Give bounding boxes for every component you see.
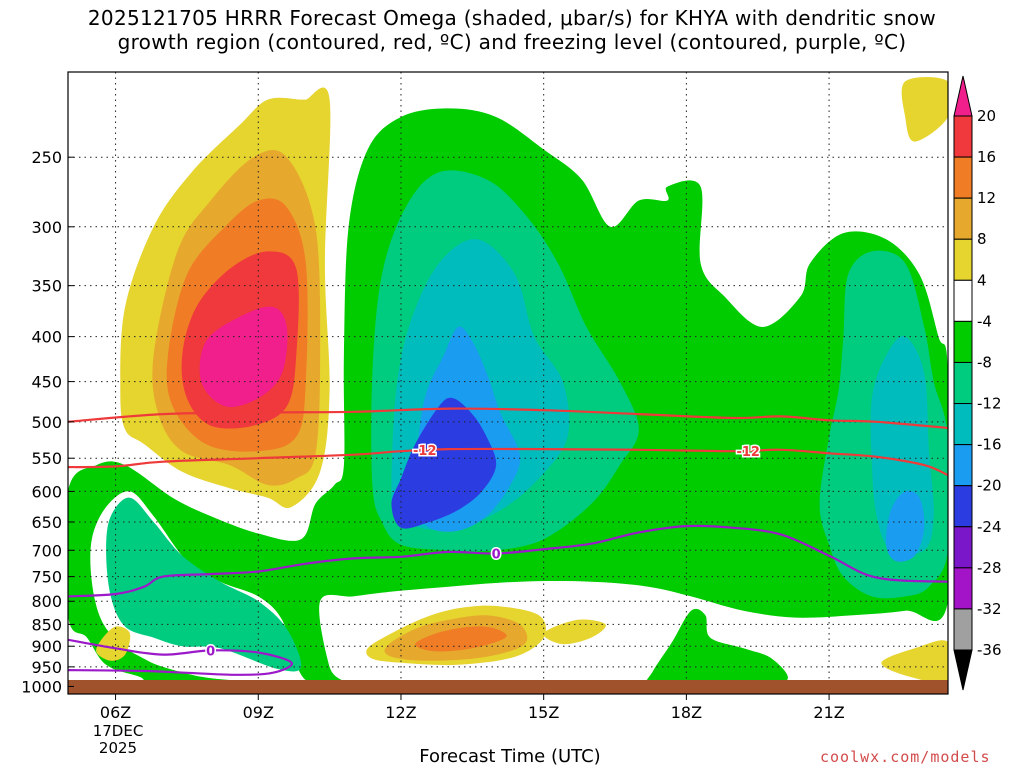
x-tick-label: 06Z bbox=[100, 703, 131, 722]
omega-region-neg-1 bbox=[646, 608, 788, 680]
contour-label: 0 bbox=[492, 548, 501, 563]
ground-bar bbox=[68, 680, 948, 694]
omega-region-pos-5 bbox=[901, 76, 948, 142]
colorbar-label: -4 bbox=[977, 312, 992, 330]
y-tick-label: 1000 bbox=[21, 677, 62, 696]
colorbar-label: 8 bbox=[977, 230, 987, 248]
colorbar-segment bbox=[953, 197, 973, 240]
y-tick-label: 350 bbox=[31, 277, 62, 296]
date-label-day: 17DEC bbox=[93, 722, 144, 740]
colorbar-label: -36 bbox=[977, 641, 1002, 659]
contour-line-0 bbox=[68, 407, 948, 429]
colorbar-label: -24 bbox=[977, 518, 1002, 536]
colorbar-label: 16 bbox=[977, 148, 996, 166]
colorbar-segment bbox=[953, 156, 973, 199]
colorbar-label: -20 bbox=[977, 477, 1002, 495]
y-tick-label: 450 bbox=[31, 373, 62, 392]
x-tick-label: 18Z bbox=[671, 703, 702, 722]
contour-line-2 bbox=[68, 524, 948, 598]
colorbar-segment bbox=[953, 238, 973, 281]
colorbar-bottom-arrow bbox=[953, 649, 973, 691]
colorbar-label: 12 bbox=[977, 189, 996, 207]
colorbar-label: -28 bbox=[977, 559, 1002, 577]
x-tick-label: 12Z bbox=[385, 703, 416, 722]
colorbar-label: 20 bbox=[977, 107, 996, 125]
x-axis: 06Z 09Z 12Z 15Z 18Z 21Z bbox=[100, 694, 845, 722]
y-tick-label: 600 bbox=[31, 482, 62, 501]
grid-layer bbox=[68, 72, 948, 687]
x-axis-title: Forecast Time (UTC) bbox=[419, 746, 601, 767]
plot-frame bbox=[67, 71, 949, 695]
contour-label: -12 bbox=[736, 445, 760, 460]
chart-title-line2: growth region (contoured, red, ºC) and f… bbox=[117, 30, 907, 54]
contour-line-3 bbox=[68, 638, 293, 676]
x-tick-label: 21Z bbox=[813, 703, 844, 722]
y-tick-label: 400 bbox=[31, 328, 62, 347]
y-axis: 250 300 350 400 450 500 550 600 650 700 750 800 850 9… bbox=[21, 148, 74, 696]
omega-region-neg-8 bbox=[886, 490, 925, 562]
x-tick-label: 15Z bbox=[528, 703, 559, 722]
y-tick-label: 250 bbox=[31, 148, 62, 167]
chart-title: 2025121705 HRRR Forecast Omega (shaded, … bbox=[0, 6, 1024, 54]
colorbar-label: 4 bbox=[977, 271, 987, 289]
colorbar-segment bbox=[953, 115, 973, 158]
omega-region-pos-4 bbox=[881, 640, 948, 680]
omega-region-neg-9 bbox=[391, 397, 497, 529]
omega-region-pos-2 bbox=[96, 626, 131, 661]
y-tick-label: 300 bbox=[31, 218, 62, 237]
colorbar-segment bbox=[953, 526, 973, 569]
colorbar-segment bbox=[953, 444, 973, 487]
y-tick-label: 700 bbox=[31, 541, 62, 560]
colorbar-top-arrow bbox=[953, 75, 973, 117]
omega-region-pos-9 bbox=[415, 626, 507, 652]
omega-region-pos-11 bbox=[199, 306, 288, 407]
contour-layer: -12 -12 0 0 bbox=[68, 407, 948, 676]
omega-region-neg-4 bbox=[106, 497, 302, 672]
colorbar-label: -16 bbox=[977, 436, 1002, 454]
colorbar-label: -12 bbox=[977, 395, 1002, 413]
colorbar-segment bbox=[953, 608, 973, 651]
colorbar-segment bbox=[953, 320, 973, 363]
y-tick-label: 550 bbox=[31, 449, 62, 468]
y-tick-label: 800 bbox=[31, 592, 62, 611]
shaded-omega-layer bbox=[68, 76, 948, 680]
y-tick-label: 950 bbox=[31, 658, 62, 677]
chart-title-line1: 2025121705 HRRR Forecast Omega (shaded, … bbox=[87, 6, 937, 30]
y-tick-label: 750 bbox=[31, 568, 62, 587]
y-tick-label: 900 bbox=[31, 637, 62, 656]
date-label-year: 2025 bbox=[99, 739, 137, 757]
colorbar-segment bbox=[953, 485, 973, 528]
watermark: coolwx.com/models bbox=[820, 748, 991, 766]
colorbar: 20 16 12 8 4 -4 -8 -12 -16 -20 -24 -28 -32 -36 bbox=[953, 75, 1002, 691]
contour-label: -12 bbox=[413, 444, 437, 459]
colorbar-label: -32 bbox=[977, 600, 1002, 618]
contour-label: 0 bbox=[206, 644, 215, 659]
colorbar-label: -8 bbox=[977, 353, 992, 371]
colorbar-segment bbox=[953, 403, 973, 446]
x-tick-label: 09Z bbox=[243, 703, 274, 722]
contour-line-1 bbox=[68, 447, 948, 477]
date-label: 17DEC 2025 bbox=[93, 722, 144, 757]
y-tick-label: 500 bbox=[31, 413, 62, 432]
y-tick-label: 850 bbox=[31, 615, 62, 634]
colorbar-segment bbox=[953, 567, 973, 610]
colorbar-segment bbox=[953, 361, 973, 405]
omega-region-pos-3 bbox=[543, 619, 606, 645]
y-tick-label: 650 bbox=[31, 513, 62, 532]
colorbar-segment bbox=[953, 279, 973, 322]
